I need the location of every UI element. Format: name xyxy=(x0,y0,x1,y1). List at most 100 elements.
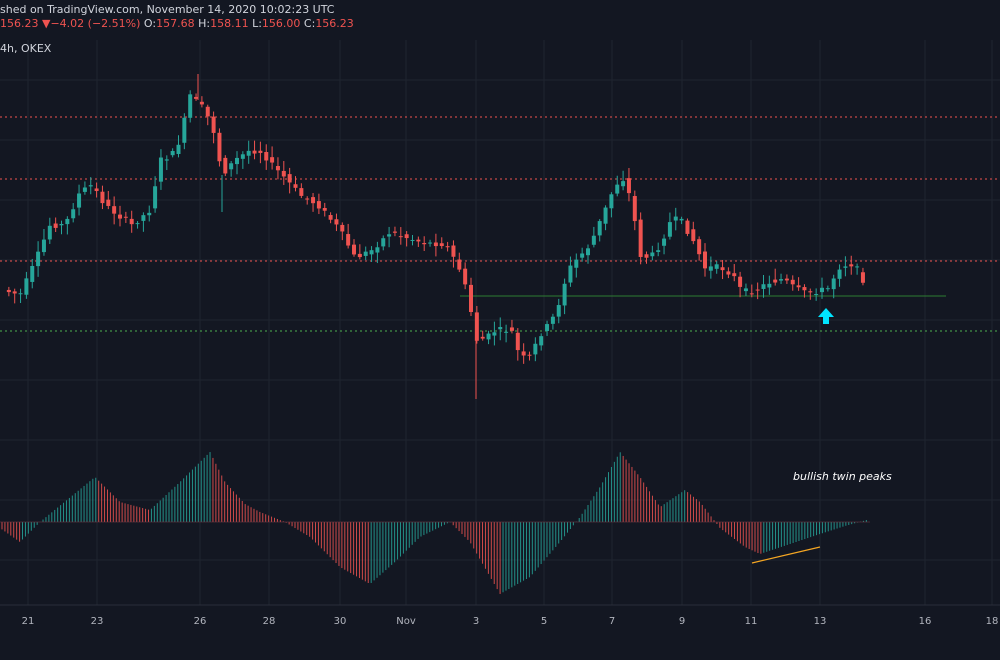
candle-72 xyxy=(422,236,427,251)
candle-body-123 xyxy=(720,267,725,271)
candle-86 xyxy=(504,324,509,343)
candle-body-86 xyxy=(504,331,509,333)
histogram-trendline xyxy=(751,546,821,564)
arrow-up-icon-shape xyxy=(818,308,834,324)
candle-body-27 xyxy=(158,157,163,182)
candle-body-110 xyxy=(644,254,649,258)
candle-31 xyxy=(182,113,187,150)
candle-109 xyxy=(638,212,643,265)
candle-49 xyxy=(287,167,292,194)
candle-body-75 xyxy=(439,243,444,247)
candle-55 xyxy=(322,202,327,217)
candle-body-103 xyxy=(603,207,608,224)
candle-133 xyxy=(779,273,784,284)
candle-body-91 xyxy=(533,343,538,355)
candle-71 xyxy=(416,236,421,247)
candle-body-134 xyxy=(784,278,789,281)
candle-body-68 xyxy=(398,236,403,238)
candle-body-84 xyxy=(492,332,497,336)
candle-79 xyxy=(463,262,468,290)
candle-9 xyxy=(53,217,58,233)
candle-body-147 xyxy=(860,272,865,283)
candle-body-58 xyxy=(340,224,345,232)
candle-41 xyxy=(240,151,245,169)
candle-body-9 xyxy=(53,223,58,228)
candle-8 xyxy=(47,217,52,244)
candle-29 xyxy=(170,148,175,158)
candle-110 xyxy=(644,251,649,264)
candle-117 xyxy=(685,218,690,237)
candle-body-21 xyxy=(123,216,128,218)
close-label: C: xyxy=(303,17,316,30)
candle-body-102 xyxy=(597,221,602,236)
candle-101 xyxy=(591,226,596,248)
candle-125 xyxy=(732,264,737,282)
candle-20 xyxy=(118,205,122,227)
candle-body-135 xyxy=(790,279,795,285)
candle-92 xyxy=(539,333,544,351)
candle-body-48 xyxy=(281,170,286,177)
candle-83 xyxy=(486,330,491,345)
candle-body-31 xyxy=(182,117,187,143)
candle-body-67 xyxy=(392,231,397,233)
candle-147 xyxy=(860,267,865,286)
candle-15 xyxy=(88,177,93,195)
candle-body-54 xyxy=(316,201,321,209)
candle-body-87 xyxy=(509,327,514,331)
annotations: bullish twin peaks xyxy=(751,308,892,564)
candle-93 xyxy=(545,320,550,336)
candle-body-131 xyxy=(767,283,772,288)
candle-13 xyxy=(77,184,82,216)
candle-119 xyxy=(697,236,702,261)
candle-38 xyxy=(223,155,228,177)
candle-body-38 xyxy=(223,157,228,174)
candle-body-42 xyxy=(246,150,251,156)
candle-body-36 xyxy=(211,116,216,133)
candle-141 xyxy=(825,285,830,292)
candle-62 xyxy=(363,246,368,261)
x-tick-label-11: 13 xyxy=(814,616,827,627)
candle-106 xyxy=(621,170,626,191)
candle-body-7 xyxy=(41,239,46,253)
candlestick-series xyxy=(6,74,865,399)
candle-body-129 xyxy=(755,289,760,291)
candle-145 xyxy=(849,255,854,275)
candle-body-101 xyxy=(591,235,596,245)
candle-body-141 xyxy=(825,288,830,290)
candle-body-35 xyxy=(205,106,210,117)
candle-44 xyxy=(258,141,263,164)
candle-134 xyxy=(784,274,789,284)
candle-body-119 xyxy=(697,239,702,255)
candle-body-70 xyxy=(410,239,415,241)
candle-18 xyxy=(106,190,111,210)
candle-80 xyxy=(469,277,473,316)
candle-body-26 xyxy=(153,186,158,209)
candle-body-72 xyxy=(422,243,427,245)
candle-body-80 xyxy=(469,284,473,313)
candle-body-127 xyxy=(743,288,748,292)
candle-body-11 xyxy=(65,218,70,225)
candle-14 xyxy=(82,181,87,195)
horizontal-levels xyxy=(0,116,1000,332)
candle-body-98 xyxy=(574,259,579,268)
candle-132 xyxy=(773,268,778,286)
candle-58 xyxy=(340,222,345,241)
candle-body-133 xyxy=(779,279,784,281)
candle-body-15 xyxy=(88,185,93,187)
candle-10 xyxy=(59,220,64,235)
candle-body-106 xyxy=(621,181,626,187)
candle-82 xyxy=(480,330,485,341)
candle-42 xyxy=(246,140,251,164)
candle-75 xyxy=(439,237,444,249)
candle-135 xyxy=(790,275,795,291)
candle-body-92 xyxy=(539,336,544,346)
candle-body-111 xyxy=(650,252,655,257)
candle-25 xyxy=(147,205,152,222)
candle-61 xyxy=(357,244,362,260)
candle-50 xyxy=(293,176,298,192)
candle-21 xyxy=(123,211,128,223)
candle-body-61 xyxy=(357,253,362,258)
candle-body-55 xyxy=(322,208,327,211)
candle-126 xyxy=(738,271,743,298)
